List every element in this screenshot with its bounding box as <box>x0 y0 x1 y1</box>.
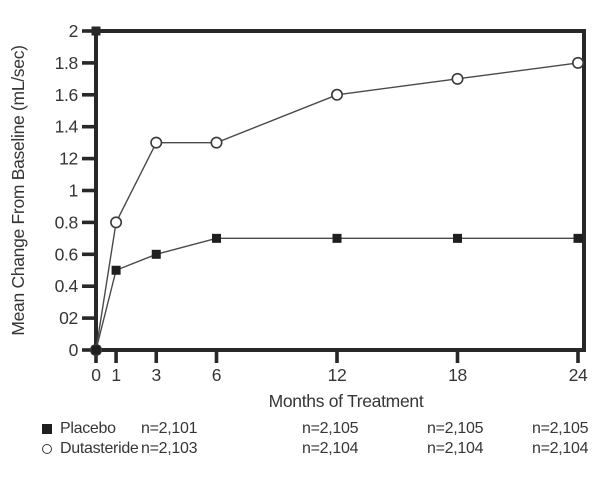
x-tick-label: 3 <box>152 365 161 385</box>
x-tick-label: 6 <box>212 365 221 385</box>
y-tick-label: 0.4 <box>55 276 79 296</box>
dutasteride-n-month24: n=2,104 <box>532 440 589 457</box>
dutasteride-n-month18: n=2,104 <box>427 440 484 457</box>
data-point-placebo-m24 <box>573 233 583 243</box>
data-point-placebo-m3 <box>151 249 161 259</box>
series-line-dutasteride <box>95 62 579 351</box>
y-tick-label: 1.8 <box>55 53 78 73</box>
x-axis-title: Months of Treatment <box>269 391 424 411</box>
data-point-dutasteride-m6 <box>210 136 223 149</box>
data-point-placebo-m18 <box>453 233 462 243</box>
data-point-dutasteride-m12 <box>330 88 343 101</box>
legend-row-placebo: Placebo n=2,101 n=2,105 n=2,105 n=2,105 <box>0 420 612 440</box>
data-point-placebo-m0 <box>91 345 101 355</box>
dutasteride-n-month0: n=2,103 <box>141 440 198 457</box>
x-tick-label: 0 <box>91 365 101 385</box>
y-tick-label: 12 <box>59 149 78 169</box>
data-point-dutasteride-m3 <box>150 136 163 149</box>
y-tick-label: 2 <box>69 21 78 41</box>
data-point-dutasteride-m1 <box>110 216 123 229</box>
plot-frame <box>94 29 586 352</box>
filled-square-icon <box>42 424 52 434</box>
placebo-n-month18: n=2,105 <box>427 420 484 437</box>
data-point-placebo-m1 <box>111 265 121 275</box>
data-point-dutasteride-m18 <box>451 72 464 85</box>
data-point-placebo-m6 <box>212 233 221 243</box>
placebo-n-month0: n=2,101 <box>141 420 198 437</box>
y-tick-label: 1.6 <box>55 85 78 105</box>
legend-label-placebo: Placebo <box>60 420 116 437</box>
data-point-dutasteride-m24 <box>571 56 584 69</box>
x-tick-label: 1 <box>111 365 120 385</box>
dutasteride-n-month12: n=2,104 <box>302 440 359 457</box>
y-tick-label: 1.4 <box>55 117 79 137</box>
data-point-placebo-m12 <box>332 233 342 243</box>
y-axis-title: Mean Change From Baseline (mL/sec) <box>8 45 28 335</box>
y-tick-label: 0 <box>69 340 79 360</box>
y-tick-label: 02 <box>59 308 78 328</box>
placebo-n-month12: n=2,105 <box>302 420 359 437</box>
y-tick-label: 0.6 <box>55 244 78 264</box>
y-tick-label: 1 <box>69 181 78 201</box>
series-line-placebo <box>95 237 578 351</box>
placebo-n-month24: n=2,105 <box>532 420 589 437</box>
legend-row-dutasteride: Dutasteride n=2,103 n=2,104 n=2,104 n=2,… <box>0 440 612 460</box>
open-circle-icon <box>42 444 52 454</box>
y-tick-label: 0.8 <box>55 212 78 232</box>
x-tick-label: 12 <box>328 365 347 385</box>
x-tick-label: 18 <box>448 365 467 385</box>
x-tick-label: 24 <box>569 365 588 385</box>
legend-label-dutasteride: Dutasteride <box>60 440 139 457</box>
